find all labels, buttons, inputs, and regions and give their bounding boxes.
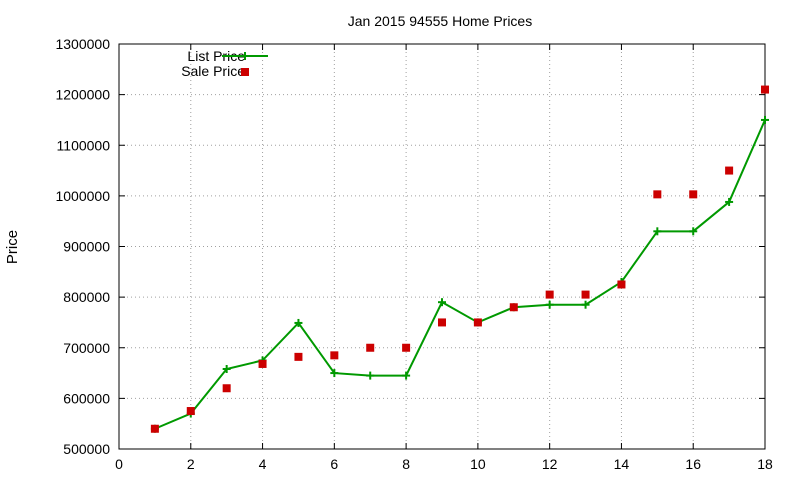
- sale-price-point: [581, 290, 590, 299]
- sale-price-point: [258, 359, 267, 368]
- y-tick-label: 900000: [63, 239, 110, 255]
- series-list-price-line: [154, 119, 766, 430]
- sale-price-point: [545, 290, 554, 299]
- x-tick-label: 4: [259, 456, 267, 472]
- y-tick-label: 800000: [63, 289, 110, 305]
- x-tick-label: 12: [542, 456, 558, 472]
- y-tick-label: 600000: [63, 390, 110, 406]
- x-tick-label: 14: [614, 456, 630, 472]
- x-tick-label: 8: [402, 456, 410, 472]
- x-tick-label: 10: [470, 456, 486, 472]
- list-price-point: [581, 300, 590, 309]
- list-price-point: [366, 371, 375, 380]
- list-price-point: [545, 300, 554, 309]
- sale-price-point: [438, 318, 446, 327]
- y-tick-label: 1200000: [55, 87, 110, 103]
- x-tick-label: 0: [115, 456, 123, 472]
- y-tick-label: 500000: [63, 441, 110, 457]
- y-tick-label: 700000: [63, 340, 110, 356]
- x-tick-label: 6: [330, 456, 338, 472]
- sale-price-point: [653, 190, 662, 199]
- sale-price-point: [294, 352, 303, 361]
- y-axis-label: Price: [4, 230, 21, 264]
- sale-price-point: [617, 280, 626, 289]
- sale-price-point: [330, 351, 339, 360]
- grid-layer: [119, 44, 765, 449]
- list-price-point: [330, 369, 339, 378]
- list-price-point: [653, 227, 662, 236]
- list-price-point: [725, 197, 734, 206]
- sale-price-point: [761, 85, 769, 94]
- legend-label-sale-price: Sale Price: [181, 63, 245, 79]
- list-price-point: [402, 371, 411, 380]
- sale-price-point: [402, 343, 411, 352]
- axis-ticks: 0 2 4 6 8 10 12 14 16 18 500000 600000 700000 800000 9…: [55, 36, 773, 472]
- sale-price-point: [509, 303, 518, 312]
- sale-price-point: [222, 384, 231, 393]
- list-price-point: [689, 227, 698, 236]
- legend-marker-list-price: [241, 52, 249, 60]
- sale-price-point: [366, 343, 375, 352]
- x-tick-label: 18: [757, 456, 773, 472]
- y-tick-label: 1000000: [55, 188, 110, 204]
- sale-price-point: [186, 407, 195, 416]
- legend-marker-sale-price: [241, 68, 249, 76]
- sale-price-point: [150, 424, 159, 433]
- list-price-point: [438, 298, 446, 307]
- sale-price-point: [725, 166, 734, 175]
- y-tick-label: 1100000: [57, 137, 111, 153]
- list-price-point: [222, 365, 231, 374]
- list-price-point: [294, 318, 303, 327]
- sale-price-point: [473, 318, 482, 327]
- x-tick-label: 2: [187, 456, 195, 472]
- y-tick-label: 1300000: [55, 36, 110, 52]
- chart-title: Jan 2015 94555 Home Prices: [348, 13, 532, 29]
- list-price-point: [761, 115, 769, 124]
- series-layer: [150, 85, 769, 433]
- legend-label-list-price: List Price: [187, 48, 245, 64]
- sale-price-point: [689, 190, 698, 199]
- x-tick-label: 16: [685, 456, 701, 472]
